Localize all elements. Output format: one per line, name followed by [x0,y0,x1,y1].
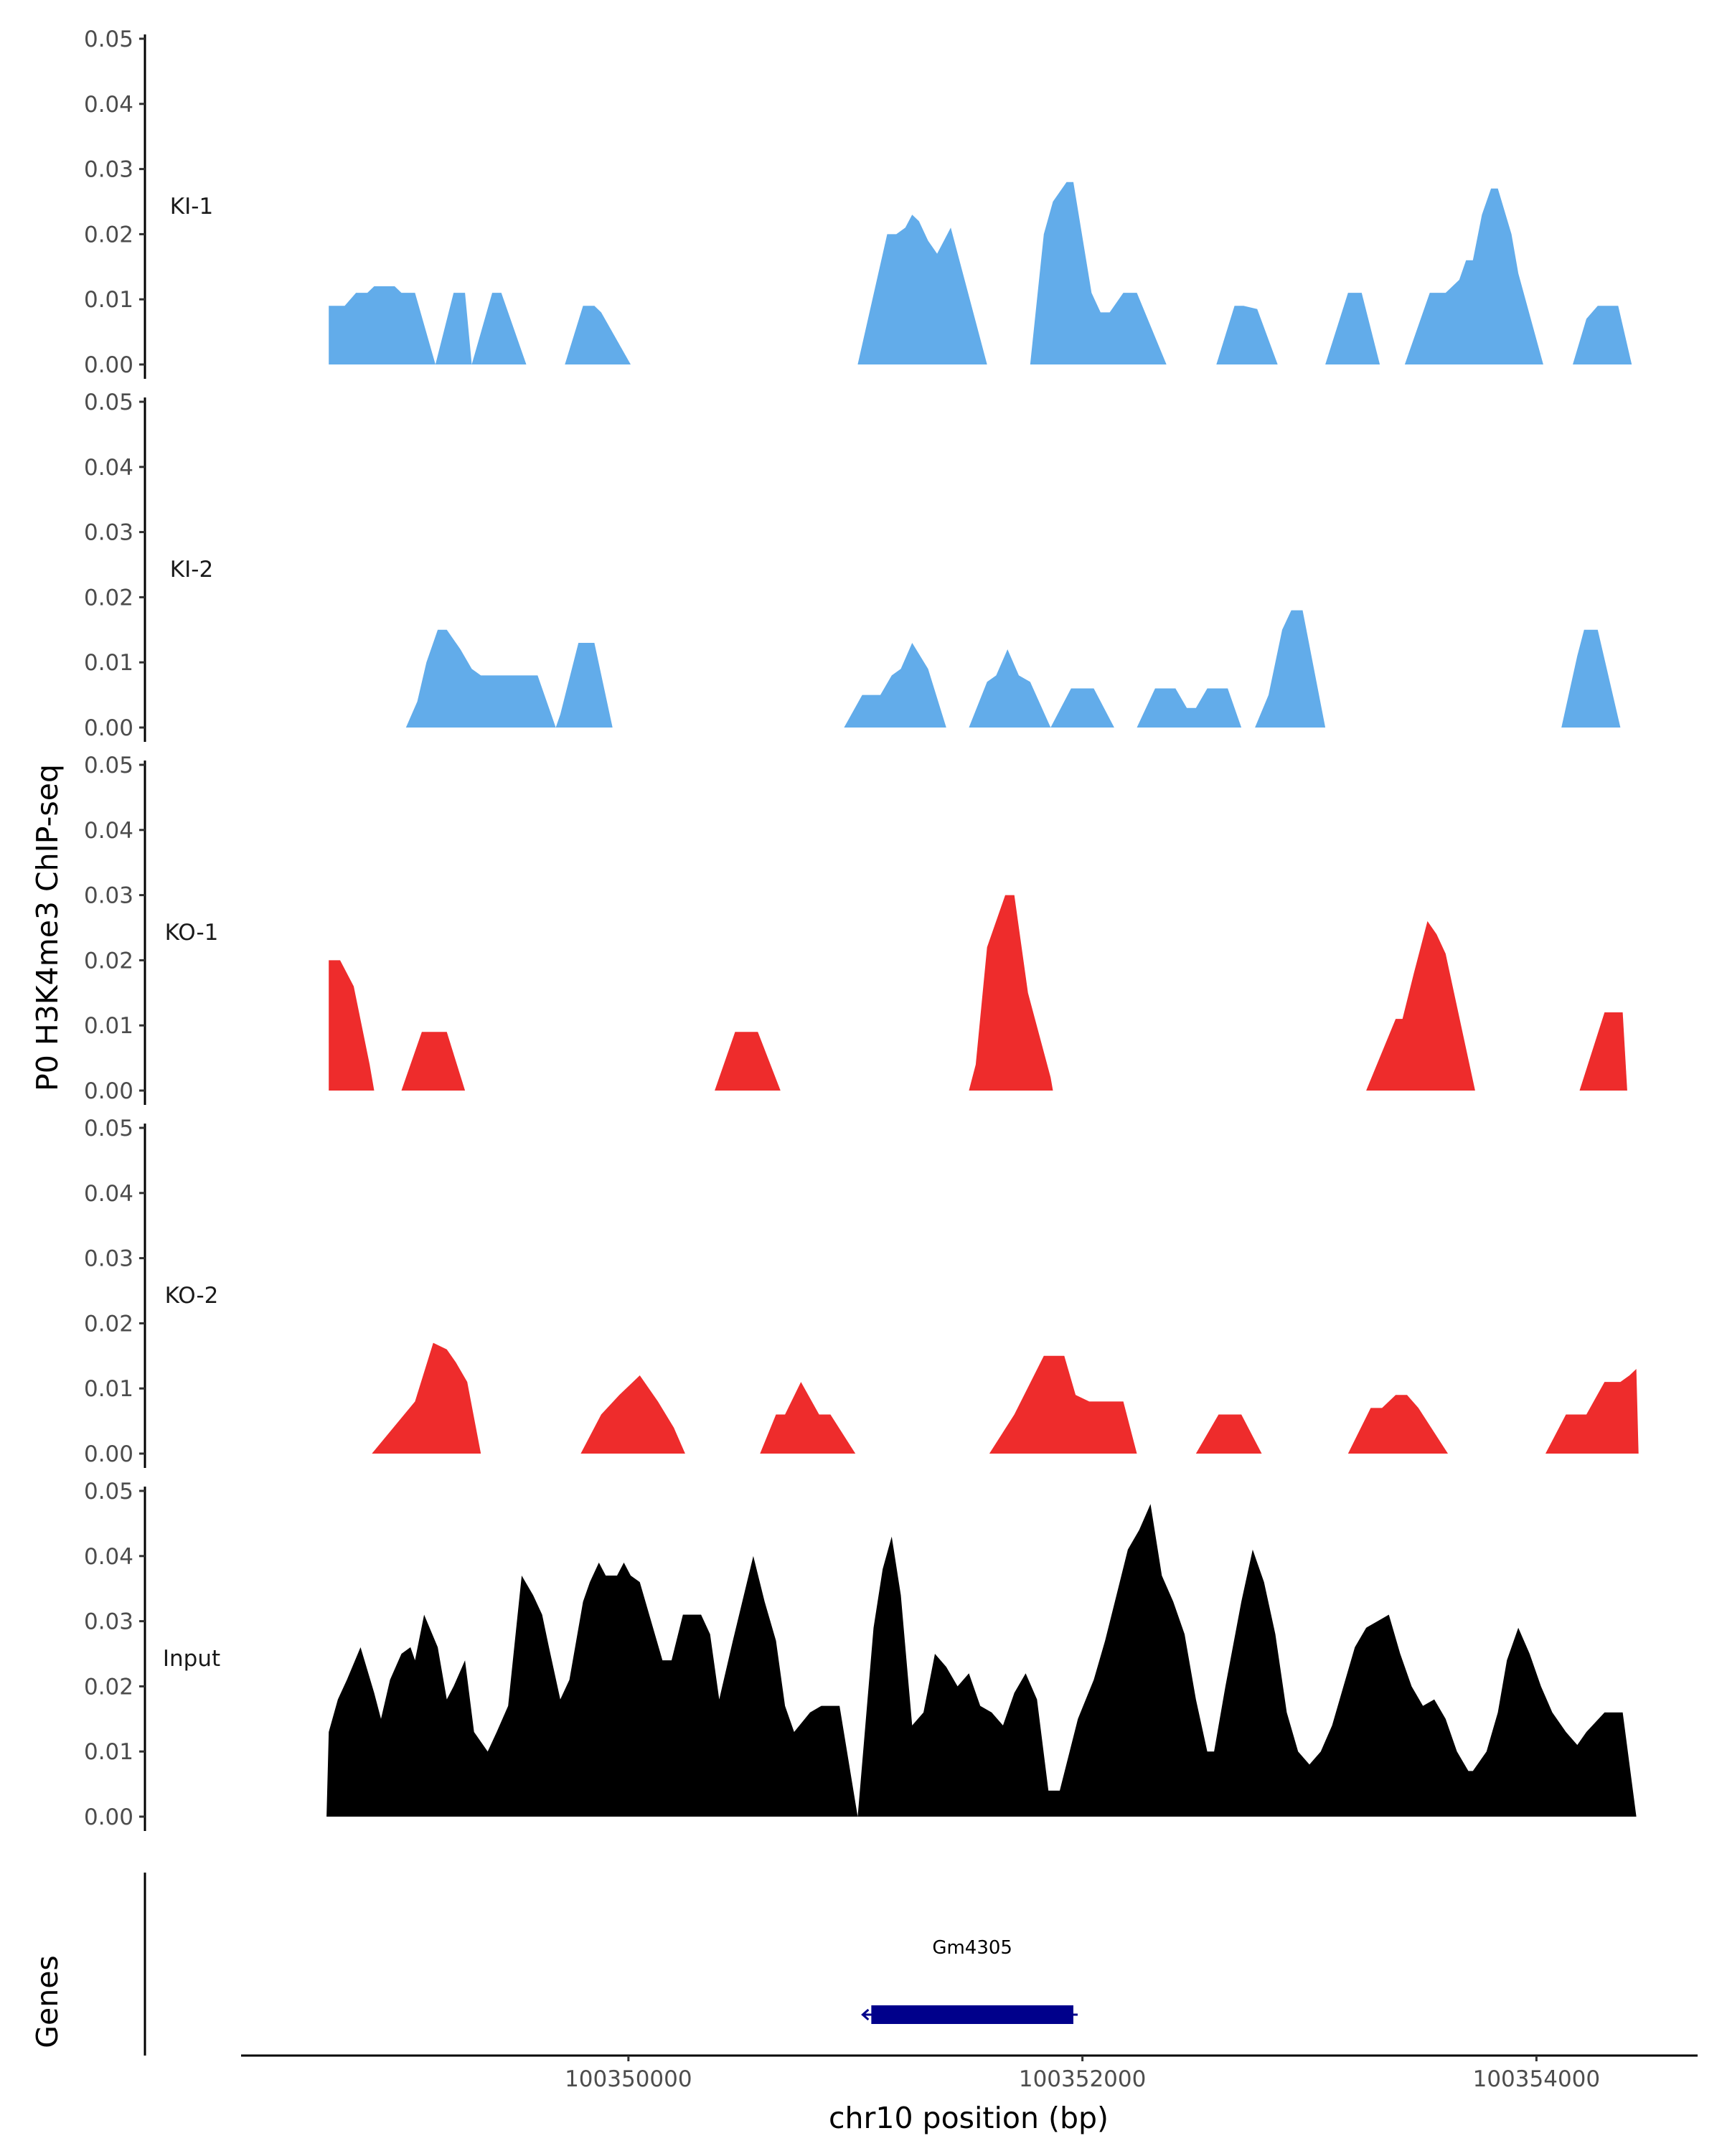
x-tick-label: 100354000 [1473,2066,1601,2092]
y-tick-label: 0.03 [84,157,133,183]
signal-area [760,1382,856,1454]
signal-area [1366,921,1475,1091]
y-tick-label: 0.04 [84,1181,133,1207]
signal-area [969,895,1053,1091]
strand-arrow-icon [861,2008,870,2021]
y-tick-label: 0.00 [84,352,133,378]
genes-axis-title: Genes [30,1955,65,2048]
signal-area [844,643,946,728]
y-tick-label: 0.01 [84,650,133,676]
y-tick-label: 0.00 [84,1804,133,1830]
track-label: KI-2 [170,557,213,583]
y-tick-label: 0.03 [84,1246,133,1272]
track-ko-1: 0.00 0.01 0.02 0.03 0.04 0.05 KO-1 [84,753,1627,1105]
signal-area [326,1504,1637,1817]
x-axis: 100350000 100352000 100354000 [241,2054,1698,2092]
x-tick-label: 100350000 [565,2066,692,2092]
track-ko-2: 0.00 0.01 0.02 0.03 0.04 0.05 KO-2 [84,1116,1639,1468]
y-tick-label: 0.02 [84,585,133,611]
signal-area [1195,1414,1262,1454]
y-tick-label: 0.00 [84,1441,133,1467]
y-tick-label: 0.00 [84,1078,133,1104]
y-tick-label: 0.05 [84,27,133,52]
signal-area [1137,688,1242,728]
y-axis-title: P0 H3K4me3 ChIP-seq [30,764,65,1091]
y-tick-label: 0.05 [84,753,133,778]
y-tick-label: 0.04 [84,92,133,118]
signal-area [1561,629,1621,728]
signal-area [372,1342,481,1454]
track-ki-1: 0.00 0.01 0.02 0.03 0.04 0.05 KI-1 [84,27,1632,379]
genes-layer: Gm4305 [144,1873,1078,2056]
signal-area [1255,610,1326,728]
y-tick-label: 0.02 [84,222,133,248]
track-label: KI-1 [170,194,213,220]
signal-area [1573,306,1632,364]
y-tick-label: 0.03 [84,1609,133,1635]
y-tick-label: 0.01 [84,1739,133,1765]
signal-area [401,1032,466,1091]
y-tick-label: 0.01 [84,1013,133,1039]
signal-area [1579,1012,1627,1091]
signal-area [969,649,1114,728]
signal-area [1545,1369,1639,1454]
y-tick-label: 0.02 [84,1674,133,1700]
x-axis-title: chr10 position (bp) [829,2101,1109,2135]
signal-area [989,1355,1137,1454]
y-tick-label: 0.03 [84,520,133,546]
track-ki-2: 0.00 0.01 0.02 0.03 0.04 0.05 KI-2 [84,390,1621,742]
signal-area [715,1032,781,1091]
y-tick-label: 0.05 [84,1116,133,1141]
signal-area [1325,293,1380,364]
y-tick-label: 0.02 [84,1311,133,1337]
signal-area [857,215,987,364]
signal-area [1216,306,1278,364]
gene-label: Gm4305 [932,1937,1012,1959]
y-tick-label: 0.01 [84,287,133,313]
signal-area [580,1375,685,1454]
y-tick-label: 0.04 [84,455,133,481]
y-tick-label: 0.05 [84,390,133,415]
tracks-layer: 0.00 0.01 0.02 0.03 0.04 0.05 KI-1 0.00 0.01 0.02… [84,27,1639,1831]
y-tick-label: 0.00 [84,715,133,741]
signal-area [1030,182,1167,364]
signal-area [1347,1395,1448,1454]
track-input: 0.00 0.01 0.02 0.03 0.04 0.05 Input [84,1479,1637,1831]
y-tick-label: 0.02 [84,948,133,974]
y-tick-label: 0.05 [84,1479,133,1505]
x-tick-label: 100352000 [1019,2066,1147,2092]
signal-area [329,960,375,1091]
signal-area [565,306,631,364]
gene-gm4305: Gm4305 [861,1937,1078,2024]
track-label: KO-1 [165,920,219,946]
track-label: KO-2 [165,1283,219,1309]
track-label: Input [163,1646,220,1672]
y-tick-label: 0.04 [84,818,133,844]
y-tick-label: 0.01 [84,1376,133,1402]
signal-area [405,629,613,728]
y-tick-label: 0.03 [84,883,133,909]
signal-area [329,286,527,364]
y-tick-label: 0.04 [84,1544,133,1570]
signal-area [1404,188,1543,364]
gene-body [871,2005,1073,2024]
